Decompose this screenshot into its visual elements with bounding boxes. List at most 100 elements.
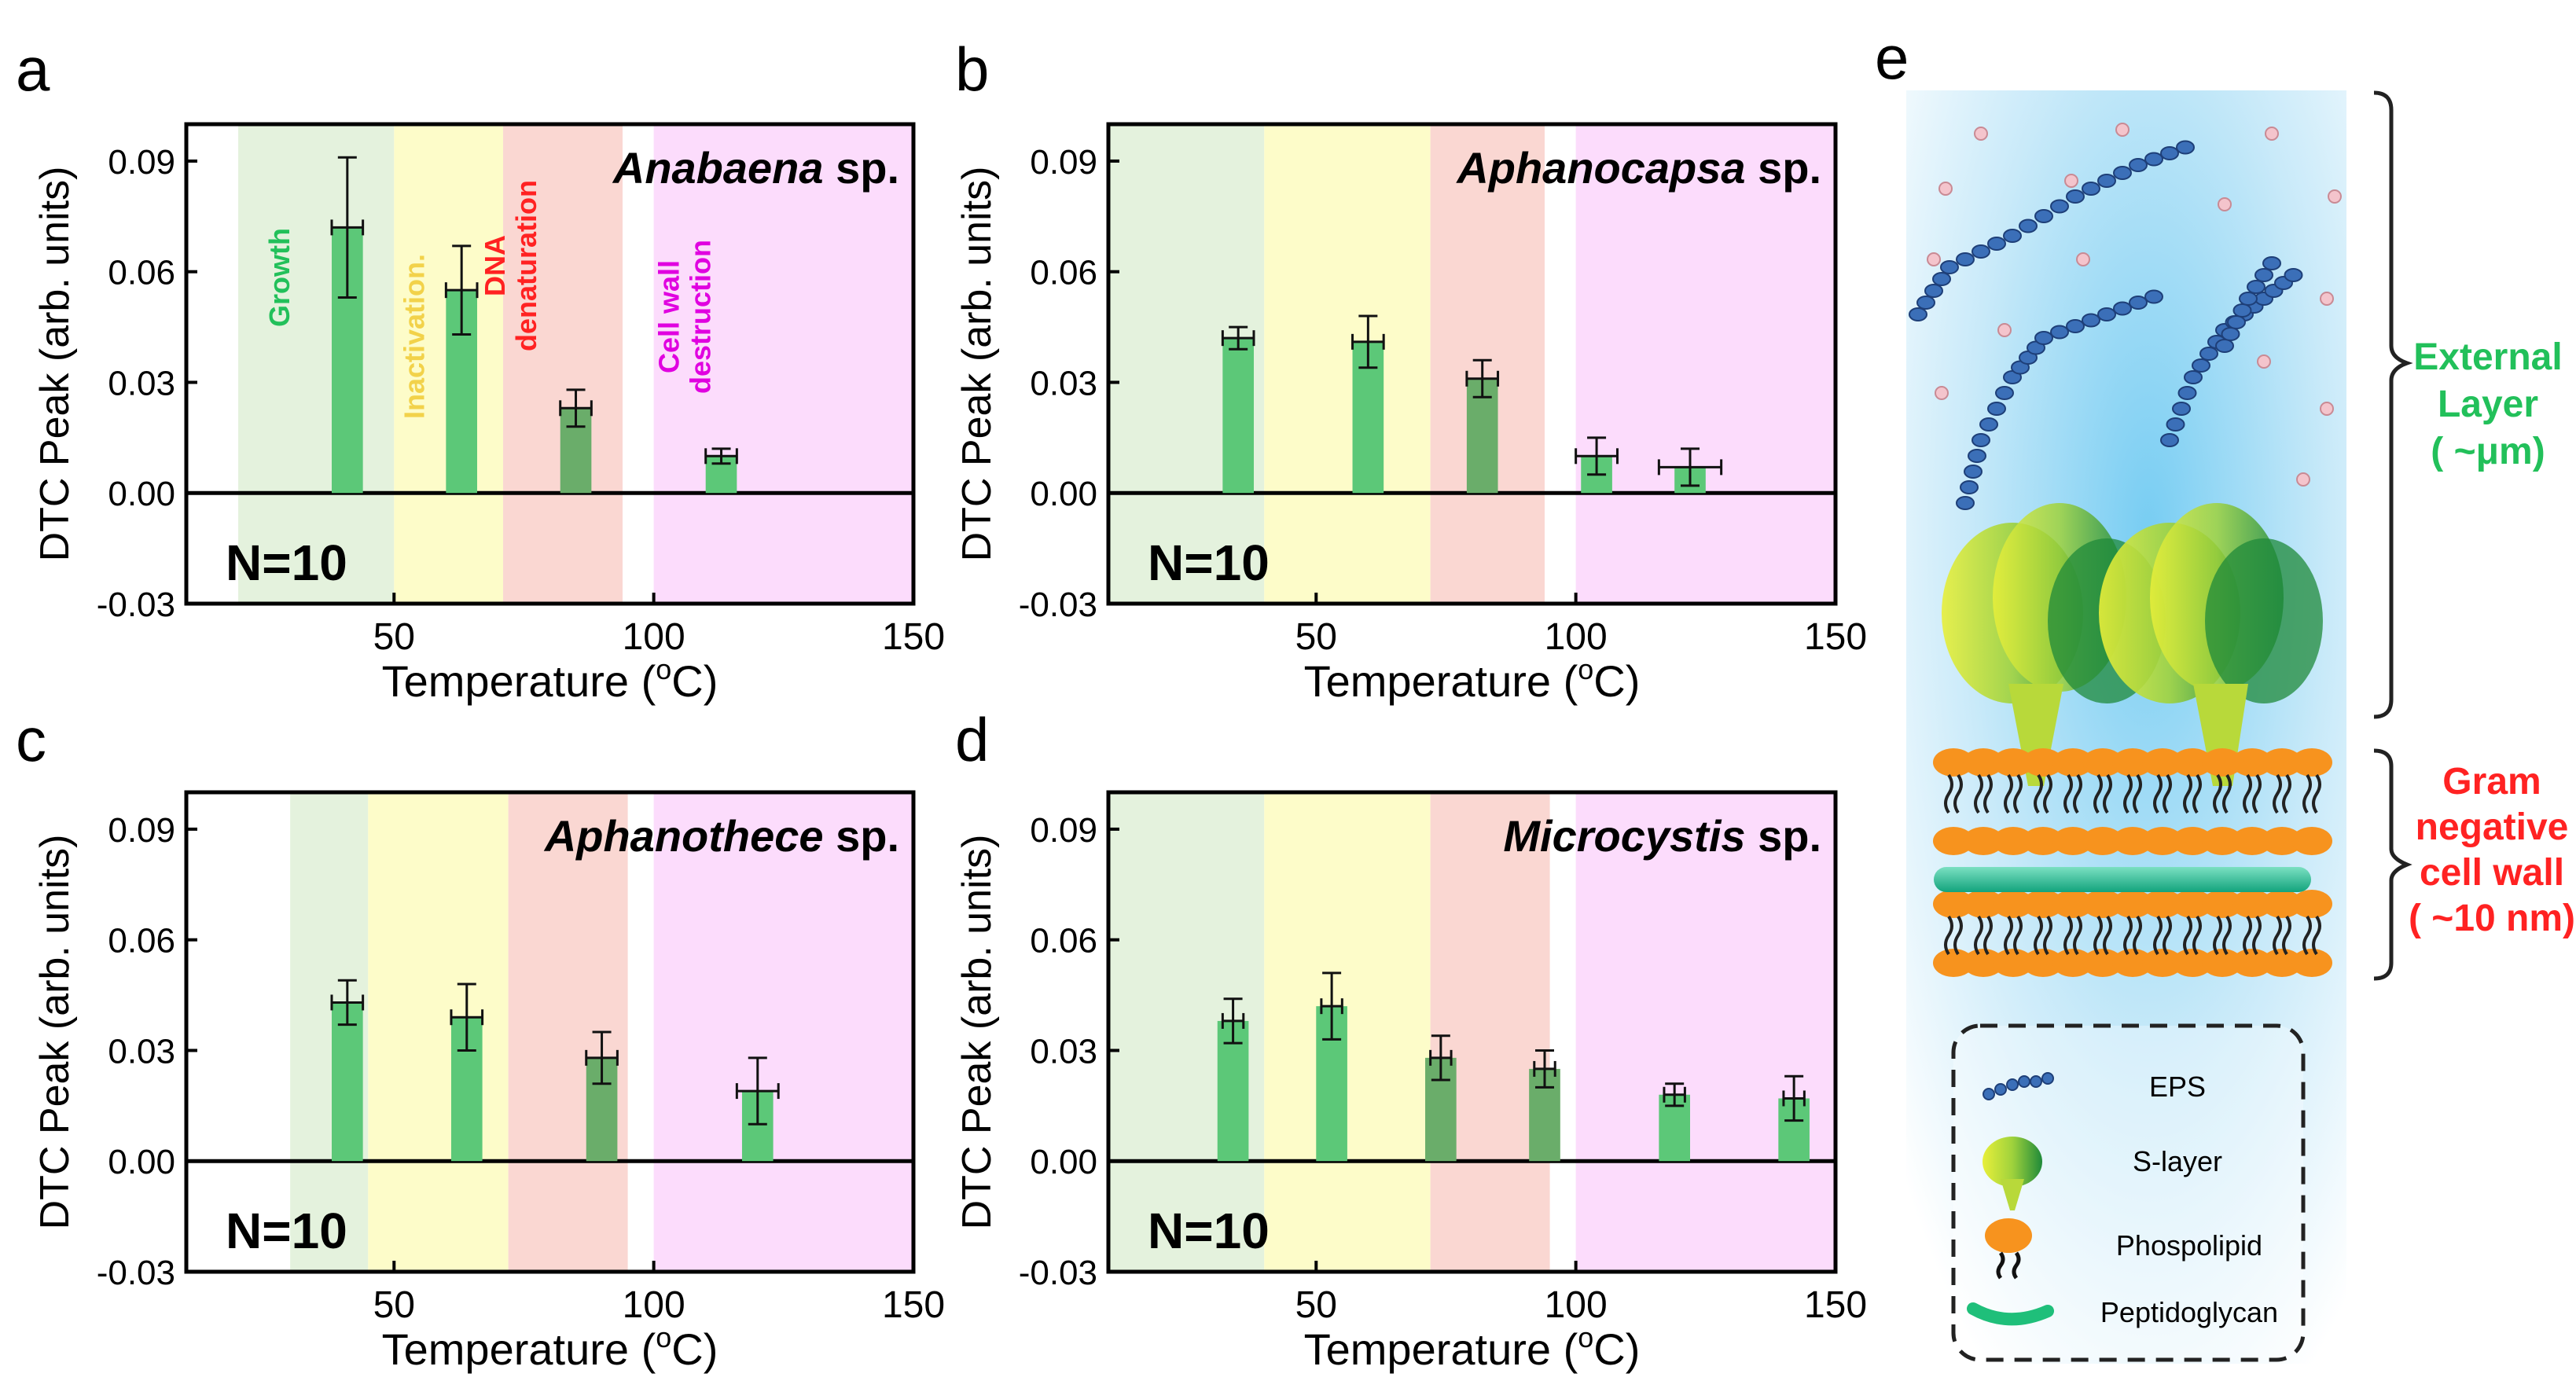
ion-particle bbox=[2328, 189, 2342, 204]
eps-bead bbox=[2144, 152, 2163, 167]
eps-bead bbox=[2176, 140, 2195, 155]
eps-bead bbox=[1932, 272, 1951, 286]
zone-destruction bbox=[1575, 124, 1836, 604]
cell-wall-label: Gram bbox=[2442, 761, 2541, 803]
y-tick-label: 0.06 bbox=[108, 922, 175, 960]
y-tick-label: -0.03 bbox=[1019, 1254, 1097, 1292]
bar bbox=[1217, 1020, 1249, 1162]
y-tick-label: 0.00 bbox=[108, 1143, 175, 1181]
ion-particle bbox=[1997, 323, 2012, 337]
phospholipid-head bbox=[2112, 949, 2153, 977]
phospholipid-head bbox=[1933, 748, 1974, 777]
eps-bead bbox=[2019, 219, 2038, 233]
phospholipid-tail bbox=[2213, 915, 2232, 956]
ion-particle bbox=[2257, 354, 2271, 369]
x-axis-label-unit: C) bbox=[1593, 1324, 1640, 1374]
phospholipid-head bbox=[2291, 890, 2332, 918]
phospholipid-tail bbox=[2123, 773, 2142, 814]
error-bar bbox=[1575, 436, 1619, 476]
error-bar bbox=[1533, 1049, 1556, 1089]
y-axis-label: DTC Peak (arb. units) bbox=[32, 835, 78, 1230]
ion-particle bbox=[2218, 197, 2232, 211]
error-bar bbox=[1221, 325, 1255, 351]
x-axis-label-degree: o bbox=[656, 653, 671, 685]
x-axis-label-degree: o bbox=[656, 1321, 671, 1353]
x-axis-label: Temperature (oC) bbox=[1304, 1321, 1641, 1374]
zone-destruction bbox=[653, 124, 913, 604]
phospholipid-head bbox=[2142, 949, 2183, 977]
y-tick-label: 0.09 bbox=[1030, 811, 1097, 850]
phospholipid-head bbox=[2172, 748, 2213, 777]
cell-membrane-phospholipids bbox=[1933, 748, 2332, 977]
eps-bead bbox=[1979, 417, 1998, 432]
phospholipid-head bbox=[1963, 748, 2004, 777]
y-tick-label: -0.03 bbox=[1019, 586, 1097, 624]
eps-bead bbox=[2097, 174, 2116, 188]
phospholipid-head bbox=[1993, 949, 2034, 977]
zone-label: Growth bbox=[263, 228, 296, 327]
phospholipid-head bbox=[2142, 890, 2183, 918]
plot-frame bbox=[184, 790, 916, 1274]
x-tick-label: 150 bbox=[1804, 1284, 1867, 1326]
zone-denaturation bbox=[1430, 124, 1545, 604]
sample-size-label: N=10 bbox=[226, 534, 347, 591]
phospholipid-tail bbox=[2063, 773, 2082, 814]
eps-bead bbox=[2232, 303, 2252, 318]
peptidoglycan-legend-icon bbox=[1967, 1302, 2054, 1326]
eps-bead bbox=[2262, 256, 2281, 270]
ion-particle bbox=[2265, 127, 2279, 141]
error-bar bbox=[1465, 358, 1500, 399]
species-title: Aphanocapsa sp. bbox=[1455, 143, 1821, 193]
x-tick-label: 50 bbox=[373, 1284, 415, 1326]
zone-denaturation bbox=[1430, 792, 1550, 1272]
bar bbox=[332, 1002, 363, 1162]
zone-label: DNA bbox=[479, 235, 511, 296]
external-layer-label: External bbox=[2413, 336, 2562, 378]
eps-bead bbox=[1995, 386, 2014, 400]
error-bar bbox=[1221, 997, 1245, 1045]
phospholipid-head bbox=[2232, 748, 2273, 777]
phospholipid-head bbox=[2172, 949, 2213, 977]
x-axis-label-unit: C) bbox=[671, 656, 718, 706]
external-layer-bracket bbox=[2373, 90, 2413, 719]
phospholipid-tail bbox=[2093, 773, 2112, 814]
zone-destruction bbox=[1575, 792, 1836, 1272]
error-bar bbox=[585, 1030, 619, 1085]
y-tick-label: 0.00 bbox=[1030, 1143, 1097, 1181]
phospholipid-tail bbox=[2123, 915, 2142, 956]
eps-bead bbox=[2247, 280, 2265, 294]
eps-bead bbox=[1916, 296, 1935, 310]
phospholipid-head bbox=[2052, 827, 2093, 855]
phospholipid-head bbox=[2023, 949, 2063, 977]
x-axis-label: Temperature (oC) bbox=[382, 1321, 718, 1374]
phospholipid-head bbox=[2202, 890, 2243, 918]
error-bar bbox=[330, 156, 365, 299]
diagram-legend: EPS S-layer Phospolipid Peptidoglycan bbox=[1951, 1023, 2306, 1362]
phospholipid-head bbox=[2023, 827, 2063, 855]
eps-bead bbox=[2050, 199, 2069, 214]
error-bar bbox=[1351, 314, 1385, 369]
plot-frame bbox=[184, 122, 916, 606]
ion-particle bbox=[1935, 386, 1949, 400]
sample-size-label: N=10 bbox=[1148, 1203, 1270, 1259]
eps-chains bbox=[1909, 140, 2303, 510]
x-axis-label-degree: o bbox=[1578, 653, 1593, 685]
eps-bead bbox=[2254, 268, 2273, 282]
y-axis-label: DTC Peak (arb. units) bbox=[954, 167, 1000, 562]
x-axis-label-main: Temperature ( bbox=[1304, 1324, 1578, 1374]
eps-bead bbox=[2129, 296, 2148, 310]
x-axis-label-main: Temperature ( bbox=[382, 1324, 656, 1374]
y-tick-label: 0.03 bbox=[108, 1032, 175, 1071]
y-axis-label: DTC Peak (arb. units) bbox=[954, 835, 1000, 1230]
ion-particle bbox=[2064, 174, 2078, 188]
ion-particle bbox=[1927, 252, 1941, 266]
cell-wall-label: ( ~10 nm) bbox=[2409, 898, 2575, 939]
eps-bead bbox=[2192, 358, 2210, 373]
phospholipid-head bbox=[1933, 949, 1974, 977]
eps-bead bbox=[2160, 146, 2179, 160]
eps-legend-icon bbox=[1983, 1072, 2054, 1100]
species-genus: Aphanothece bbox=[543, 811, 824, 861]
eps-bead bbox=[1972, 244, 1990, 259]
phospholipid-head bbox=[2023, 890, 2063, 918]
